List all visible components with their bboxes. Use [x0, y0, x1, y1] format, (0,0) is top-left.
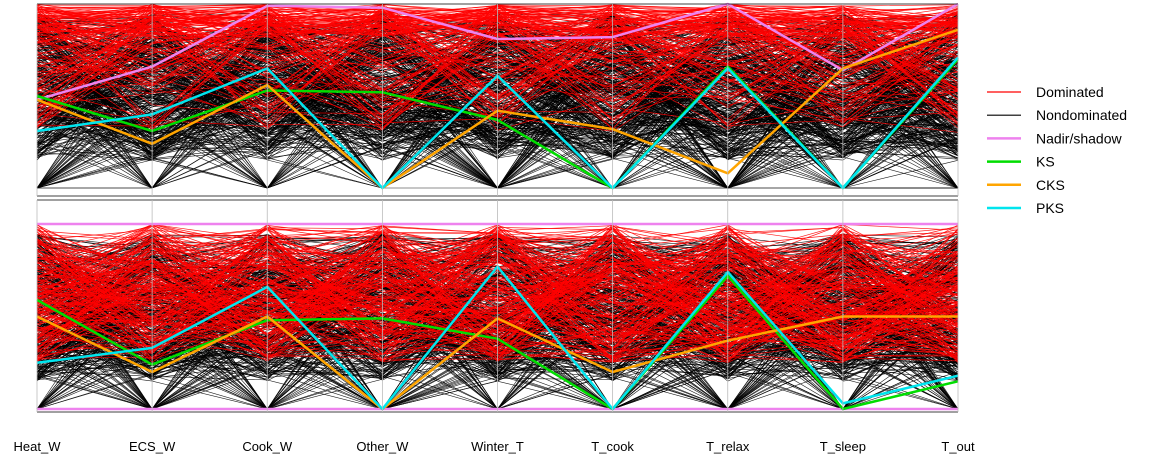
legend-label-nondominated: Nondominated	[1036, 107, 1127, 123]
legend: Dominated Nondominated Nadir/shadow KS CKS PK…	[987, 84, 1127, 216]
legend-label-ks: KS	[1036, 154, 1055, 170]
tick-label-t-out: T_out	[941, 439, 975, 454]
tick-label-t-cook: T_cook	[591, 439, 634, 454]
axis-lines-top	[36, 3, 959, 197]
legend-label-cks: CKS	[1036, 177, 1065, 193]
tick-label-t-relax: T_relax	[706, 439, 750, 454]
legend-label-pks: PKS	[1036, 200, 1064, 216]
axis-lines-bottom	[36, 199, 959, 413]
legend-label-nadir-shadow: Nadir/shadow	[1036, 130, 1122, 146]
tick-label-ecs-w: ECS_W	[129, 439, 176, 454]
tick-label-other-w: Other_W	[356, 439, 409, 454]
axis-tick-labels: Heat_W ECS_W Cook_W Other_W Winter_T T_cook T_…	[14, 439, 975, 454]
tick-label-cook-w: Cook_W	[242, 439, 293, 454]
tick-label-t-sleep: T_sleep	[820, 439, 866, 454]
bottom-panel	[36, 199, 959, 413]
top-panel	[36, 2, 959, 197]
legend-label-dominated: Dominated	[1036, 84, 1104, 100]
tick-label-heat-w: Heat_W	[14, 439, 62, 454]
background-lines-bottom	[36, 223, 959, 410]
tick-label-winter-t: Winter_T	[471, 439, 524, 454]
